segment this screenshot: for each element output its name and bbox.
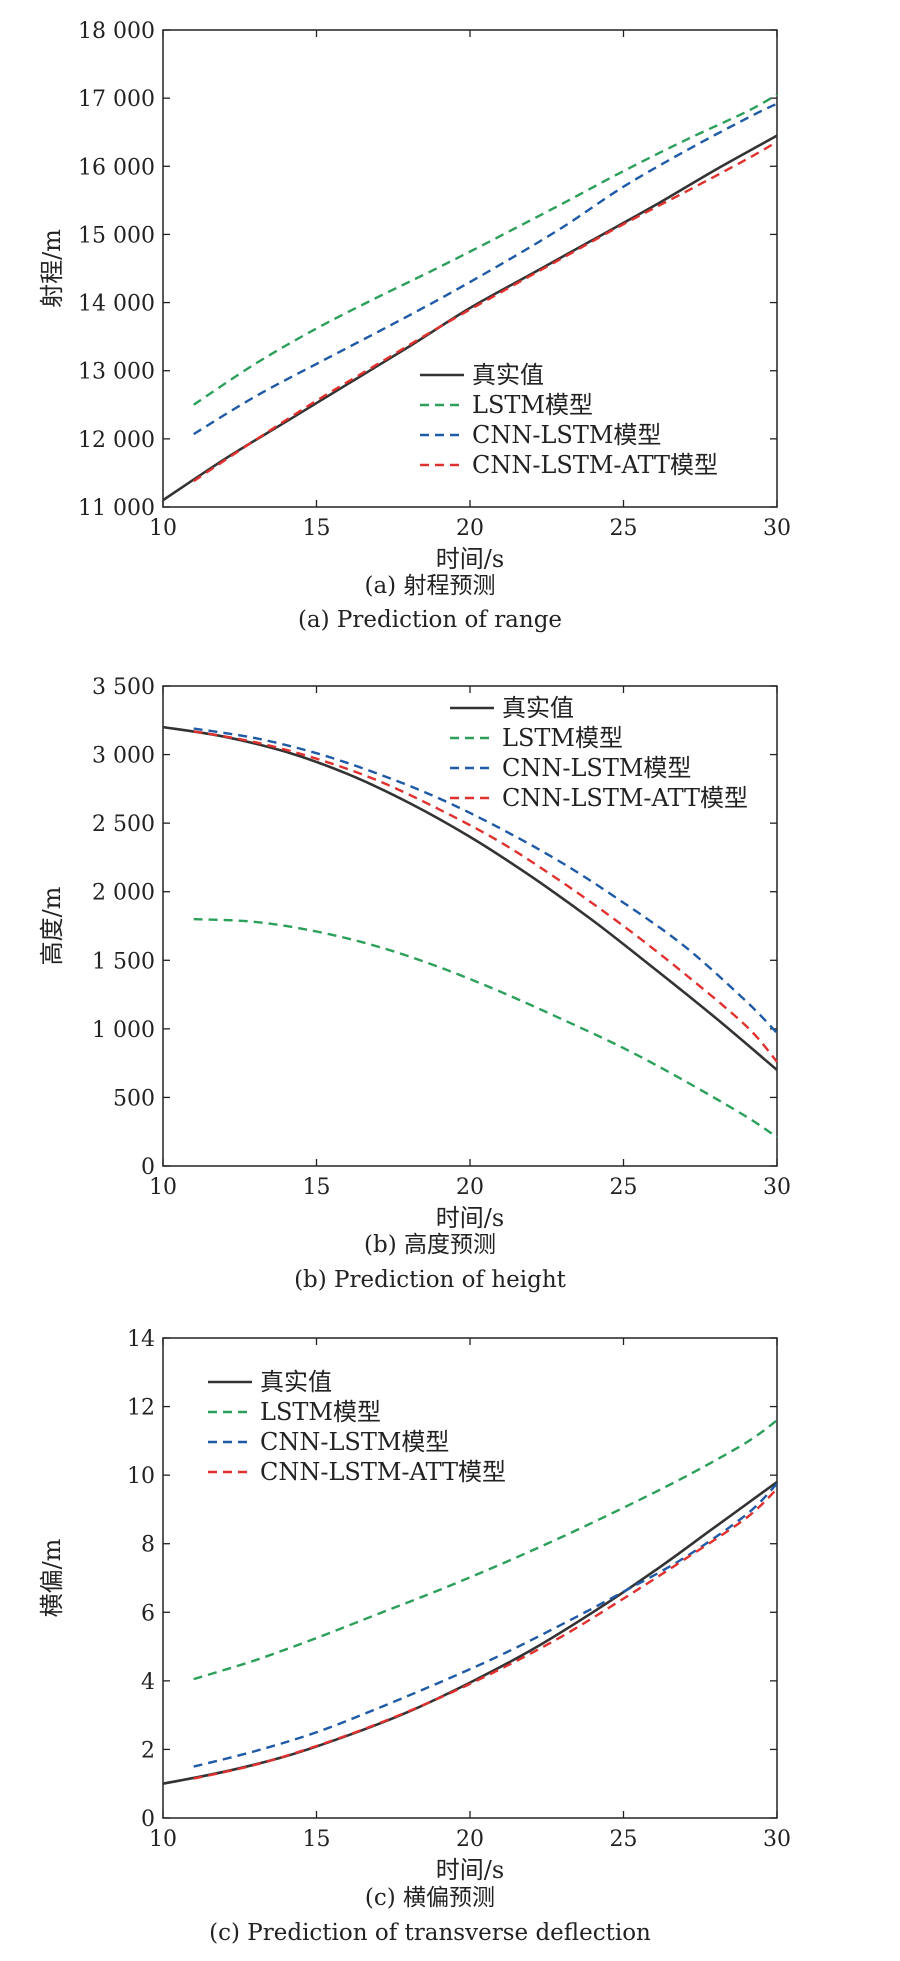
legend-label: LSTM模型 xyxy=(502,724,623,752)
x-tick-label: 20 xyxy=(456,1827,484,1852)
series-line-2 xyxy=(193,1482,778,1768)
x-axis-label: 时间/s xyxy=(436,1204,504,1232)
x-tick-label: 30 xyxy=(763,1827,791,1852)
caption-en: (a) Prediction of range xyxy=(298,607,562,633)
plot-frame xyxy=(162,29,778,508)
series-line-1 xyxy=(193,93,778,406)
y-tick-label: 2 500 xyxy=(92,812,155,837)
y-tick-label: 16 000 xyxy=(78,155,155,180)
x-axis-label: 时间/s xyxy=(436,1856,504,1884)
y-tick-label: 3 500 xyxy=(92,675,155,700)
legend-label: 真实值 xyxy=(502,694,574,722)
chart-panel-b: 10 15 20 25 30 0 500 1 000 1 500 2 000 2 500 3 000 3… xyxy=(38,675,791,1293)
y-tick-label: 4 xyxy=(141,1670,155,1695)
y-tick-label: 10 xyxy=(127,1464,155,1489)
legend-label: CNN-LSTM-ATT模型 xyxy=(260,1458,506,1486)
caption-cn: (c) 横偏预测 xyxy=(365,1885,495,1911)
caption-en: (c) Prediction of transverse deflection xyxy=(209,1920,651,1946)
x-tick-label: 25 xyxy=(610,1827,638,1852)
x-tick-label: 10 xyxy=(149,1175,177,1200)
legend-label: CNN-LSTM-ATT模型 xyxy=(502,784,748,812)
series-line-2 xyxy=(193,102,778,436)
legend-label: CNN-LSTM模型 xyxy=(472,421,661,449)
x-tick-label: 25 xyxy=(610,1175,638,1200)
legend-label: 真实值 xyxy=(260,1368,332,1396)
x-tick-label: 30 xyxy=(763,1175,791,1200)
y-tick-label: 12 xyxy=(127,1396,155,1421)
caption-cn: (b) 高度预测 xyxy=(364,1232,496,1258)
y-tick-label: 1 500 xyxy=(92,949,155,974)
y-tick-label: 3 000 xyxy=(92,744,155,769)
caption-cn: (a) 射程预测 xyxy=(365,573,496,599)
y-axis-label: 射程/m xyxy=(38,229,66,308)
y-tick-label: 0 xyxy=(141,1155,155,1180)
series-line-1 xyxy=(193,917,778,1139)
chart-panel-c: 10 15 20 25 3002468101214时间/s横偏/m真实值LSTM模型CN… xyxy=(38,1327,791,1946)
plot-frame xyxy=(162,1337,778,1819)
legend-label: 真实值 xyxy=(472,361,544,389)
chart-panel-a: 10 15 20 25 30 11 000 12 000 13 000 14 000 15 000… xyxy=(38,19,791,633)
y-tick-label: 8 xyxy=(141,1533,155,1558)
y-tick-label: 6 xyxy=(141,1601,155,1626)
x-tick-label: 20 xyxy=(456,1175,484,1200)
x-axis-label: 时间/s xyxy=(436,545,504,573)
y-tick-label: 0 xyxy=(141,1807,155,1832)
x-tick-label: 15 xyxy=(303,1175,331,1200)
x-tick-label: 10 xyxy=(149,1827,177,1852)
y-tick-label: 12 000 xyxy=(78,428,155,453)
y-tick-label: 14 000 xyxy=(78,292,155,317)
legend-label: CNN-LSTM模型 xyxy=(260,1428,449,1456)
y-tick-label: 500 xyxy=(113,1086,155,1111)
y-tick-label: 14 xyxy=(127,1327,155,1352)
y-tick-label: 15 000 xyxy=(78,223,155,248)
y-tick-label: 11 000 xyxy=(78,496,155,521)
y-tick-label: 2 xyxy=(141,1738,155,1763)
x-tick-label: 10 xyxy=(149,516,177,541)
legend-label: LSTM模型 xyxy=(260,1398,381,1426)
y-tick-label: 17 000 xyxy=(78,87,155,112)
series-line-3 xyxy=(193,730,778,1063)
x-tick-label: 20 xyxy=(456,516,484,541)
legend-label: CNN-LSTM-ATT模型 xyxy=(472,451,718,479)
y-tick-label: 2 000 xyxy=(92,881,155,906)
series-line-0 xyxy=(162,1480,778,1785)
x-tick-label: 15 xyxy=(303,516,331,541)
series-line-3 xyxy=(193,140,778,483)
series-line-0 xyxy=(162,134,778,502)
y-axis-label: 横偏/m xyxy=(38,1538,66,1617)
series-line-3 xyxy=(193,1488,778,1780)
caption-en: (b) Prediction of height xyxy=(294,1267,567,1293)
x-tick-label: 30 xyxy=(763,516,791,541)
legend-label: LSTM模型 xyxy=(472,391,593,419)
y-tick-label: 13 000 xyxy=(78,360,155,385)
x-tick-label: 15 xyxy=(303,1827,331,1852)
legend-label: CNN-LSTM模型 xyxy=(502,754,691,782)
series-line-0 xyxy=(162,725,778,1071)
series-line-1 xyxy=(193,1419,778,1681)
y-tick-label: 1 000 xyxy=(92,1018,155,1043)
y-axis-label: 高度/m xyxy=(38,886,66,965)
y-tick-label: 18 000 xyxy=(78,19,155,44)
x-tick-label: 25 xyxy=(610,516,638,541)
